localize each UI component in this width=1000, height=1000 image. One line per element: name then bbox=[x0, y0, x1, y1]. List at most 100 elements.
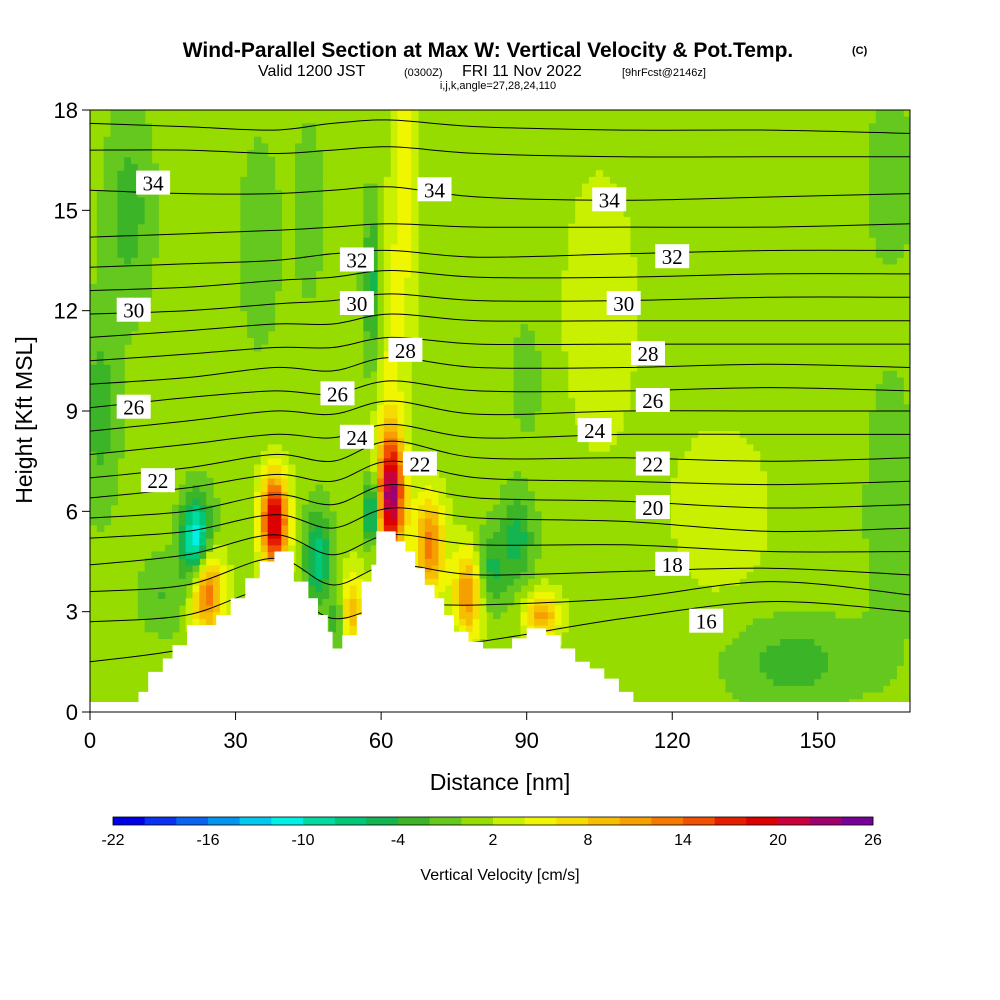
velocity-cell bbox=[267, 243, 276, 252]
velocity-cell bbox=[390, 150, 399, 158]
velocity-cell bbox=[131, 116, 139, 124]
velocity-cell bbox=[903, 424, 910, 432]
velocity-cell bbox=[903, 156, 910, 165]
velocity-cell bbox=[903, 176, 910, 185]
velocity-cell bbox=[520, 397, 528, 405]
velocity-cell bbox=[582, 384, 590, 392]
velocity-cell bbox=[841, 618, 850, 626]
colorbar-swatch bbox=[778, 817, 810, 825]
velocity-cell bbox=[575, 330, 583, 339]
velocity-cell bbox=[732, 484, 740, 492]
velocity-cell bbox=[185, 618, 194, 626]
velocity-cell bbox=[623, 237, 631, 245]
velocity-cell bbox=[896, 223, 904, 231]
velocity-cell bbox=[739, 491, 747, 499]
velocity-cell bbox=[192, 598, 200, 606]
velocity-cell bbox=[254, 477, 262, 486]
velocity-cell bbox=[288, 491, 296, 499]
velocity-cell bbox=[602, 277, 610, 285]
velocity-cell bbox=[725, 444, 733, 452]
velocity-cell bbox=[698, 518, 706, 526]
velocity-cell bbox=[117, 437, 125, 446]
velocity-cell bbox=[677, 531, 686, 539]
velocity-cell bbox=[889, 390, 897, 399]
velocity-cell bbox=[903, 203, 910, 211]
velocity-cell bbox=[404, 444, 412, 452]
velocity-cell bbox=[896, 625, 904, 633]
velocity-cell bbox=[308, 123, 317, 131]
velocity-cell bbox=[882, 444, 891, 452]
velocity-cell bbox=[185, 558, 194, 566]
velocity-cell bbox=[158, 611, 166, 619]
velocity-cell bbox=[329, 591, 337, 599]
velocity-cell bbox=[322, 591, 330, 599]
velocity-cell bbox=[110, 277, 118, 285]
velocity-cell bbox=[520, 424, 528, 432]
velocity-cell bbox=[199, 497, 207, 506]
velocity-cell bbox=[411, 143, 419, 151]
velocity-cell bbox=[370, 518, 378, 526]
velocity-cell bbox=[206, 591, 214, 599]
velocity-cell bbox=[855, 625, 863, 633]
velocity-cell bbox=[739, 464, 747, 472]
velocity-cell bbox=[322, 571, 330, 579]
velocity-cell bbox=[520, 604, 528, 613]
velocity-cell bbox=[144, 270, 153, 278]
velocity-cell bbox=[377, 424, 385, 432]
velocity-cell bbox=[103, 444, 112, 452]
velocity-cell bbox=[705, 551, 713, 559]
velocity-cell bbox=[903, 170, 910, 178]
velocity-cell bbox=[766, 685, 774, 693]
velocity-cell bbox=[240, 176, 248, 185]
velocity-cell bbox=[260, 451, 269, 459]
velocity-cell bbox=[882, 437, 891, 446]
velocity-cell bbox=[110, 130, 118, 138]
colorbar-swatch bbox=[208, 817, 240, 825]
velocity-cell bbox=[903, 598, 910, 606]
velocity-cell bbox=[103, 277, 112, 285]
velocity-cell bbox=[315, 604, 323, 613]
velocity-cell bbox=[397, 243, 405, 252]
velocity-cell bbox=[534, 598, 542, 606]
velocity-cell bbox=[793, 691, 802, 700]
velocity-cell bbox=[103, 143, 112, 151]
velocity-cell bbox=[308, 263, 317, 272]
velocity-cell bbox=[377, 477, 385, 486]
velocity-cell bbox=[96, 277, 105, 285]
velocity-cell bbox=[103, 303, 112, 312]
velocity-cell bbox=[267, 444, 276, 452]
velocity-cell bbox=[582, 303, 590, 312]
velocity-cell bbox=[329, 511, 337, 519]
velocity-cell bbox=[766, 691, 774, 700]
velocity-cell bbox=[315, 531, 323, 539]
velocity-cell bbox=[841, 651, 850, 660]
velocity-cell bbox=[315, 263, 323, 272]
grid-indices: i,j,k,angle=27,28,24,110 bbox=[440, 80, 556, 92]
velocity-cell bbox=[869, 511, 877, 519]
velocity-cell bbox=[438, 558, 446, 566]
colorbar-tick-label: -22 bbox=[101, 832, 124, 849]
velocity-cell bbox=[602, 404, 610, 412]
velocity-cell bbox=[254, 297, 262, 305]
velocity-cell bbox=[90, 444, 98, 452]
velocity-cell bbox=[848, 678, 856, 686]
velocity-cell bbox=[493, 604, 501, 613]
velocity-cell bbox=[575, 310, 583, 318]
velocity-cell bbox=[513, 578, 522, 586]
velocity-cell bbox=[527, 384, 535, 392]
velocity-cell bbox=[787, 611, 795, 619]
colorbar-tick-label: 26 bbox=[864, 832, 882, 849]
velocity-cell bbox=[896, 377, 904, 385]
velocity-cell bbox=[438, 584, 446, 593]
velocity-cell bbox=[527, 518, 535, 526]
velocity-cell bbox=[732, 544, 740, 553]
velocity-cell bbox=[260, 504, 269, 512]
velocity-cell bbox=[397, 477, 405, 486]
velocity-cell bbox=[254, 250, 262, 258]
velocity-cell bbox=[534, 377, 542, 385]
velocity-cell bbox=[903, 558, 910, 566]
velocity-cell bbox=[124, 250, 132, 258]
colorbar-swatch bbox=[588, 817, 620, 825]
velocity-cell bbox=[103, 357, 112, 365]
velocity-cell bbox=[137, 257, 146, 265]
